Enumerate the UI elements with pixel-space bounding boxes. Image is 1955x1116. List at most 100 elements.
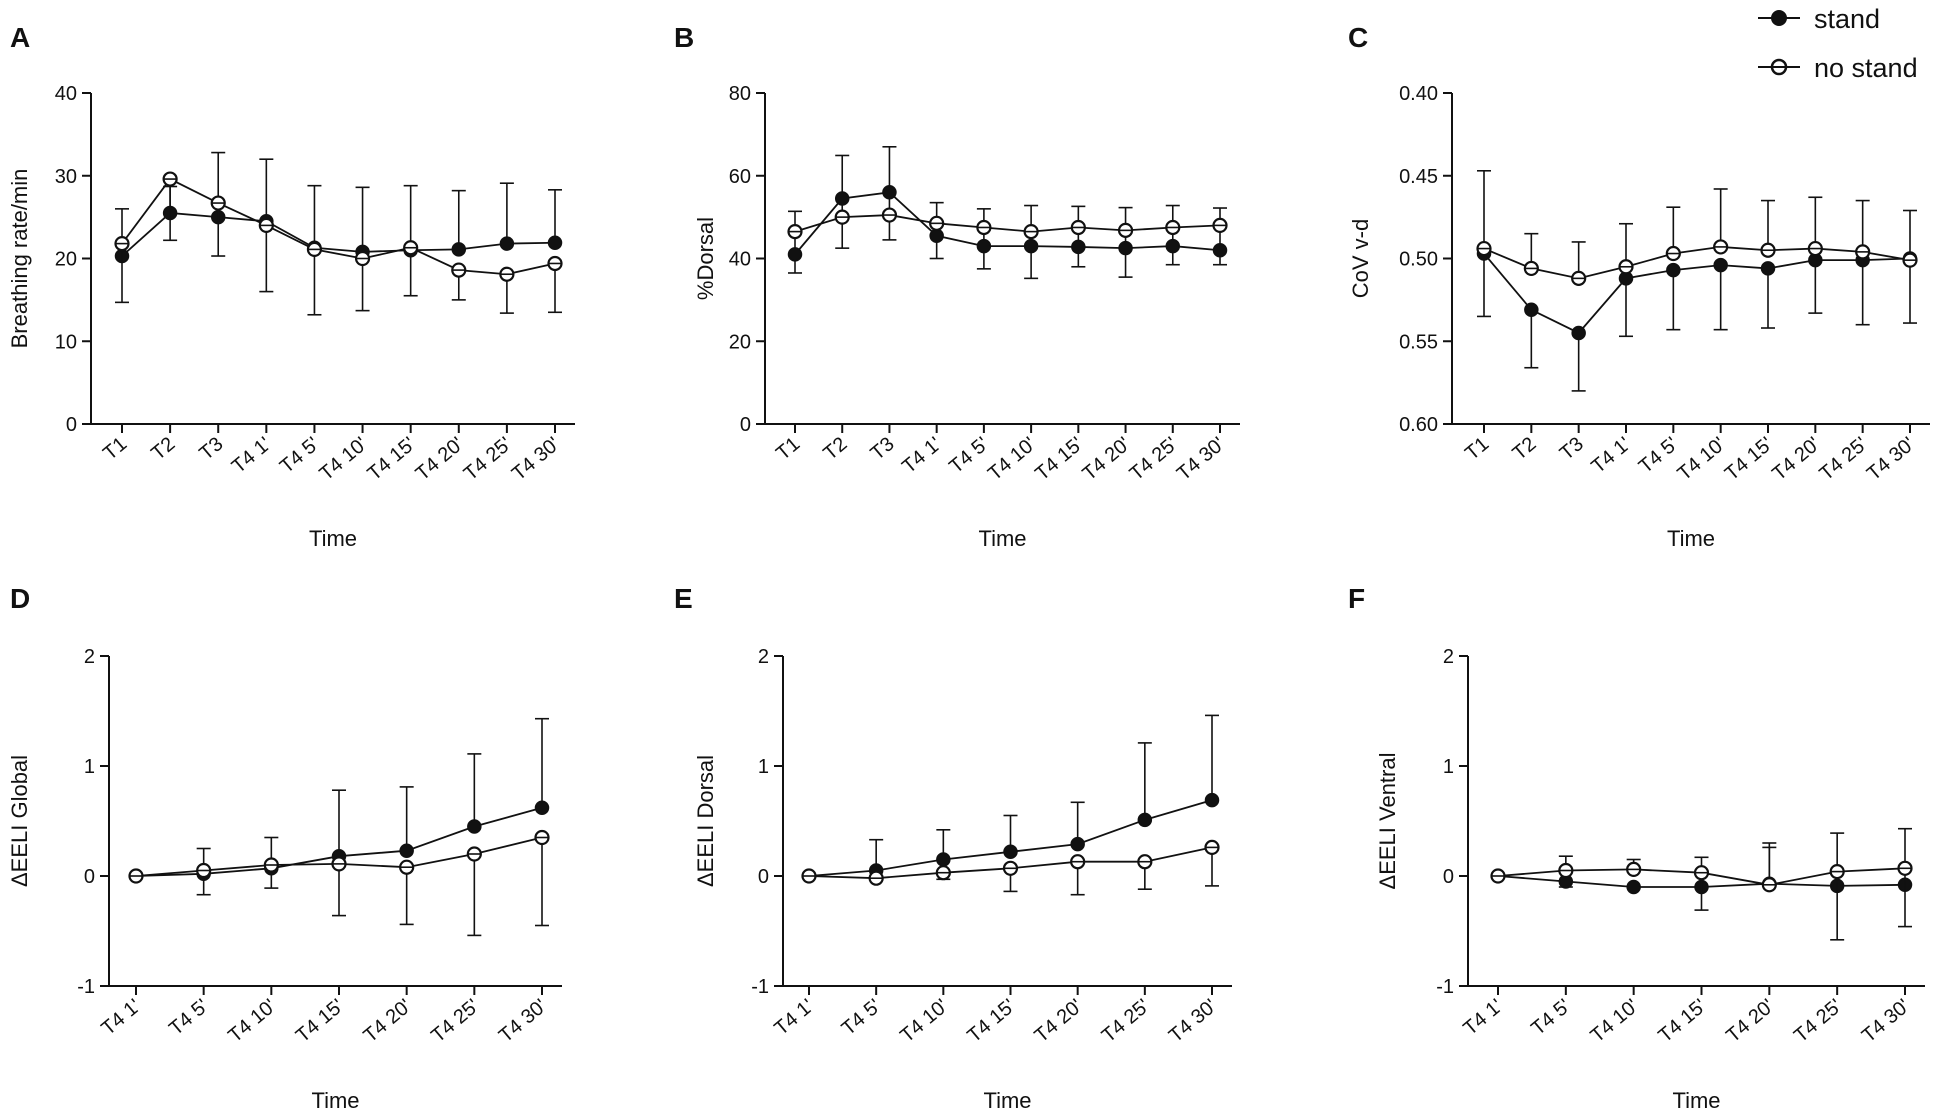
panel-b-x-tick-label: T4 30' (1173, 433, 1229, 485)
panel-d-x-tick-label: T4 15' (292, 995, 348, 1047)
panel-c-x-tick-label: T4 15' (1721, 433, 1777, 485)
panel-c-stand-point (1713, 257, 1728, 273)
panel-e-stand-point (1003, 844, 1018, 860)
panel-c-x-tick-label: T4 25' (1816, 433, 1872, 485)
panel-d-stand-point (534, 800, 550, 816)
panel-e-stand-point (1204, 792, 1220, 808)
panel-b-stand-point (976, 238, 992, 254)
panel-b-y-title: %Dorsal (693, 217, 718, 300)
panel-c-stand-point (1666, 262, 1681, 278)
panel-b-stand-point (1165, 238, 1181, 254)
panel-a-no-stand-line (121, 177, 556, 276)
panel-f-x-tick-label: T4 1' (1459, 995, 1507, 1040)
panel-f-x-tick-label: T4 5' (1527, 995, 1575, 1040)
panel-f-x-tick-label: T4 10' (1587, 995, 1643, 1047)
panel-e-series-no-stand (801, 839, 1220, 896)
panel-e-stand-point (936, 852, 951, 867)
panel-b-no-stand-line (794, 214, 1221, 233)
panel-e-x-tick-label: T4 15' (963, 995, 1019, 1047)
panel-a-x-tick-label: T3 (195, 433, 227, 465)
panel-e-series-stand (801, 714, 1220, 884)
panel-b-stand-point (1023, 238, 1039, 254)
panel-f-y-tick-label: -1 (1436, 976, 1454, 998)
panel-a-stand-point (499, 236, 515, 251)
panel-e-stand-point (1070, 836, 1085, 852)
panel-c-x-tick-label: T2 (1509, 433, 1541, 465)
panel-e-x-tick-label: T4 5' (838, 995, 886, 1040)
panel-b-series-no-stand (787, 207, 1228, 240)
panel-a-series-stand (114, 151, 563, 264)
panel-e-stand-point (1137, 812, 1153, 828)
panel-d-x-tick-label: T4 10' (224, 995, 280, 1047)
panel-e-x-tick-label: T4 10' (896, 995, 952, 1047)
panel-f-x-tick-label: T4 20' (1722, 995, 1778, 1047)
panel-e-y-tick-label: 2 (758, 646, 769, 668)
panel-d-y-tick-label: -1 (77, 976, 95, 998)
panel-b-x-tick-label: T4 25' (1126, 433, 1182, 485)
panel-a-y-tick-label: 20 (55, 249, 77, 271)
panel-d: D -1 0 1 2 T4 1' T4 5' T4 10' T4 15' T4 20' T4 25'… (7, 583, 562, 1113)
panel-f: F -1 0 1 2 T4 1' T4 5' T4 10' T4 15' T4 20' T4 25'… (1348, 583, 1925, 1113)
panel-b-stand-point (929, 228, 944, 243)
panel-e-y-tick-label: 0 (758, 866, 769, 888)
panel-b-x-tick-label: T4 15' (1031, 433, 1087, 485)
panel-f-y-tick-label: 2 (1443, 646, 1454, 668)
panel-c-letter: C (1348, 22, 1368, 53)
panel-a-x-tick-label: T4 5' (276, 433, 324, 478)
panel-c-x-tick-label: T3 (1556, 433, 1588, 465)
panel-a-stand-line (121, 212, 556, 257)
panel-c-y-tick-label: 0.45 (1399, 166, 1438, 188)
panel-b-y-tick-label: 80 (729, 83, 751, 105)
panel-e-y-tick-label: -1 (751, 976, 769, 998)
panel-c-stand-line (1483, 252, 1911, 335)
panel-c-x-tick-label: T4 10' (1674, 433, 1730, 485)
panel-b-stand-line (794, 191, 1221, 255)
panel-b-x-title: Time (978, 526, 1026, 551)
panel-c-y-tick-label: 0.40 (1399, 83, 1438, 105)
panel-d-series-no-stand (128, 829, 550, 937)
panel-a-y-tick-label: 0 (66, 414, 77, 436)
panel-b-x-tick-label: T4 20' (1079, 433, 1135, 485)
panel-d-x-tick-label: T4 5' (165, 995, 213, 1040)
panel-c-y-title: CoV v-d (1348, 219, 1373, 298)
panel-c-y-tick-label: 0.60 (1399, 414, 1438, 436)
panel-a-stand-point (451, 242, 467, 257)
panel-d-y-tick-label: 1 (84, 756, 95, 778)
panel-d-stand-point (467, 819, 482, 834)
panel-d-y-title: ΔEELI Global (7, 755, 32, 887)
panel-a-x-tick-label: T4 1' (228, 433, 276, 478)
panel-e-letter: E (674, 583, 693, 614)
panel-b-stand-point (787, 247, 803, 262)
panel-f-y-tick-label: 0 (1443, 866, 1454, 888)
panel-a-x-tick-label: T4 25' (460, 433, 516, 485)
panel-d-y-tick-label: 0 (84, 866, 95, 888)
panel-b-x-tick-label: T3 (867, 433, 899, 465)
legend-stand-label: stand (1814, 4, 1880, 34)
panel-f-x-tick-label: T4 30' (1858, 995, 1914, 1047)
panel-a-x-tick-label: T4 30' (508, 433, 564, 485)
panel-f-y-tick-label: 1 (1443, 756, 1454, 778)
panel-e: E -1 0 1 2 T4 1' T4 5' T4 10' T4 15' T4 20' T4 25'… (674, 583, 1232, 1113)
panel-b-series-stand (787, 145, 1228, 280)
legend-item-stand: stand (1758, 4, 1880, 34)
panel-a-stand-point (547, 235, 563, 251)
panel-a-x-tick-label: T2 (147, 433, 179, 465)
panel-f-x-title: Time (1672, 1088, 1720, 1113)
panel-b-stand-point (1071, 239, 1086, 255)
panel-f-letter: F (1348, 583, 1365, 614)
panel-d-y-tick-label: 2 (84, 646, 95, 668)
panel-f-x-tick-label: T4 25' (1790, 995, 1846, 1047)
panel-c-series-no-stand (1476, 169, 1918, 286)
panel-c-x-tick-label: T4 20' (1768, 433, 1824, 485)
panel-f-x-tick-label: T4 15' (1654, 995, 1710, 1047)
panel-a-letter: A (10, 22, 30, 53)
panel-e-x-tick-label: T4 20' (1031, 995, 1087, 1047)
panel-b-stand-point (882, 185, 897, 200)
panel-e-x-tick-label: T4 1' (770, 995, 818, 1040)
legend-no-stand-label: no stand (1814, 53, 1918, 83)
panel-b-y-tick-label: 40 (729, 249, 751, 271)
panel-a-y-title: Breathing rate/min (7, 169, 32, 349)
